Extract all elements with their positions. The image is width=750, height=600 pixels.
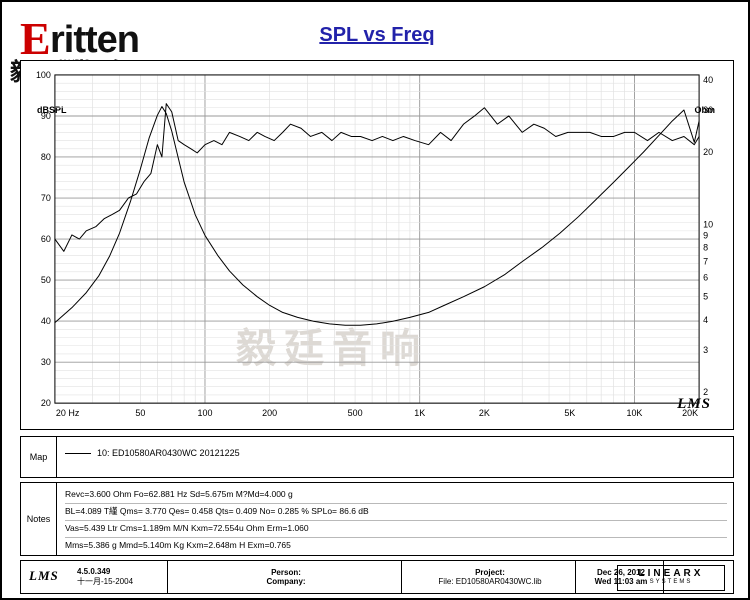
footer-build-date: 十一月-15-2004 <box>77 577 134 586</box>
svg-text:1K: 1K <box>414 408 425 418</box>
footer-divider <box>167 561 168 593</box>
linearx-logo-bottom: SYSTEMS <box>649 579 693 585</box>
svg-text:7: 7 <box>703 257 708 267</box>
svg-text:5K: 5K <box>564 408 575 418</box>
svg-text:20: 20 <box>703 147 713 157</box>
logo-initial: E <box>20 13 51 64</box>
svg-text:5: 5 <box>703 292 708 302</box>
footer-divider <box>575 561 576 593</box>
svg-text:100: 100 <box>36 70 51 80</box>
svg-text:10K: 10K <box>626 408 642 418</box>
svg-text:60: 60 <box>41 234 51 244</box>
svg-text:200: 200 <box>262 408 277 418</box>
svg-text:70: 70 <box>41 193 51 203</box>
svg-text:3: 3 <box>703 345 708 355</box>
footer-divider <box>401 561 402 593</box>
footer-company-label: Company: <box>266 577 306 586</box>
y-axis-left-unit: dBSPL <box>37 105 67 115</box>
svg-text:4: 4 <box>703 315 708 325</box>
footer-person-label: Person: <box>271 568 301 577</box>
svg-text:90: 90 <box>41 111 51 121</box>
y-axis-right-unit: Ohm <box>694 105 715 115</box>
notes-lines: Revc=3.600 Ohm Fo=62.881 Hz Sd=5.675m M?… <box>65 487 727 554</box>
svg-text:40: 40 <box>703 75 713 85</box>
footer-date: Dec 26, 2012 <box>596 568 646 577</box>
svg-text:80: 80 <box>41 152 51 162</box>
linearx-logo: LINEARX SYSTEMS <box>617 565 725 591</box>
svg-text:30: 30 <box>703 105 713 115</box>
footer-version-block: 4.5.0.349 十一月-15-2004 <box>77 561 167 593</box>
svg-text:40: 40 <box>41 316 51 326</box>
notes-panel: Notes Revc=3.600 Ohm Fo=62.881 Hz Sd=5.6… <box>20 482 734 556</box>
svg-text:20: 20 <box>41 398 51 408</box>
map-panel: Map 10: ED10580AR0430WC 20121225 <box>20 436 734 478</box>
notes-tab-label: Notes <box>21 483 57 555</box>
note-line: Mms=5.386 g Mmd=5.140m Kg Kxm=2.648m H E… <box>65 540 291 550</box>
footer-version: 4.5.0.349 <box>77 567 111 576</box>
footer-time: Wed 11:03 am <box>594 577 648 586</box>
svg-text:2K: 2K <box>479 408 490 418</box>
footer-lms-logo: LMS <box>29 568 59 583</box>
map-tab-label: Map <box>21 437 57 477</box>
note-line: Revc=3.600 Ohm Fo=62.881 Hz Sd=5.675m M?… <box>65 487 727 504</box>
chart-plot-area: dBSPL Ohm 毅廷音响 LMS 100 90 80 70 60 50 40 30 20 40… <box>20 60 734 430</box>
legend-entry[interactable]: 10: ED10580AR0430WC 20121225 <box>65 448 240 458</box>
svg-text:9: 9 <box>703 230 708 240</box>
svg-text:20 Hz: 20 Hz <box>56 408 80 418</box>
footer-panel: LMS 4.5.0.349 十一月-15-2004 Person: Compan… <box>20 560 734 594</box>
svg-text:6: 6 <box>703 273 708 283</box>
legend-entry-label: 10: ED10580AR0430WC 20121225 <box>97 448 240 458</box>
logo-text: ritten <box>50 19 140 61</box>
footer-date-block: Dec 26, 2012 Wed 11:03 am <box>579 561 663 593</box>
linearx-logo-top: LINEARX <box>638 568 704 579</box>
svg-text:30: 30 <box>41 357 51 367</box>
svg-text:500: 500 <box>348 408 363 418</box>
svg-text:50: 50 <box>41 275 51 285</box>
svg-text:8: 8 <box>703 243 708 253</box>
footer-person-block: Person: Company: <box>171 561 401 593</box>
svg-text:10: 10 <box>703 219 713 229</box>
note-line: BL=4.089 T䌍 Qms= 3.770 Qes= 0.458 Qts= 0… <box>65 504 727 521</box>
svg-text:50: 50 <box>135 408 145 418</box>
svg-text:20K: 20K <box>682 408 698 418</box>
legend-line-swatch <box>65 452 91 454</box>
footer-divider <box>663 561 664 593</box>
svg-text:100: 100 <box>198 408 213 418</box>
svg-text:2: 2 <box>703 387 708 397</box>
note-line: Vas=5.439 Ltr Cms=1.189m M/N Kxm=72.554u… <box>65 521 727 538</box>
chart-svg: 100 90 80 70 60 50 40 30 20 40 30 20 109 8 7 6 5 4 3 2 20 Hz… <box>36 70 713 418</box>
footer-file-label: File: ED10580AR0430WC.lib <box>438 577 542 586</box>
footer-project-label: Project: <box>475 568 505 577</box>
lms-corner-mark: LMS <box>677 396 711 412</box>
page-title: SPL vs Freq <box>319 24 435 46</box>
footer-project-block: Project: File: ED10580AR0430WC.lib <box>405 561 575 593</box>
